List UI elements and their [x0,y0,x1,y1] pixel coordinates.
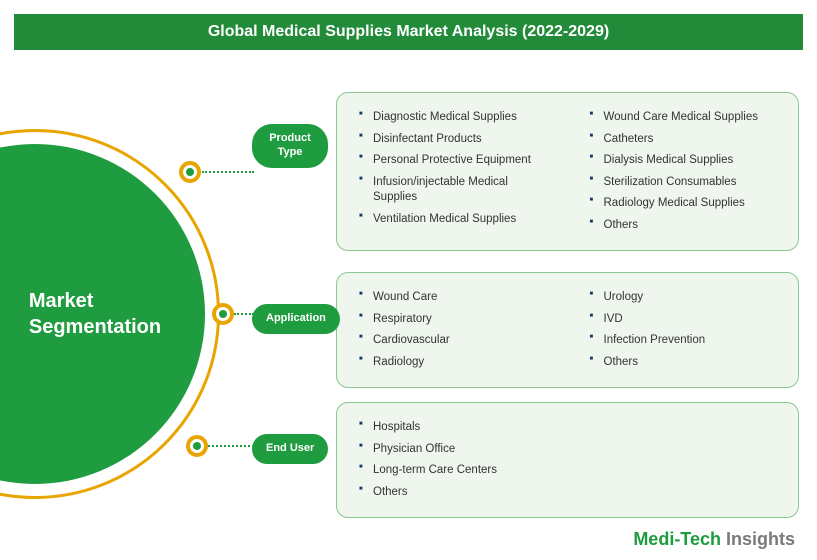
list-item: Infection Prevention [590,330,781,352]
list-item: IVD [590,309,781,331]
category-column: HospitalsPhysician OfficeLong-term Care … [359,417,780,503]
list-item: Others [590,215,781,237]
list-item: Long-term Care Centers [359,460,780,482]
connector-line [202,171,254,173]
connector-line [208,445,254,447]
list-item: Diagnostic Medical Supplies [359,107,550,129]
list-item: Cardiovascular [359,330,550,352]
header-title: Global Medical Supplies Market Analysis … [208,23,609,40]
page-header: Global Medical Supplies Market Analysis … [14,14,803,50]
category-pill: Application [252,304,340,334]
category-column: UrologyIVDInfection PreventionOthers [590,287,781,373]
list-item: Wound Care Medical Supplies [590,107,781,129]
list-item: Infusion/injectable Medical Supplies [359,172,550,209]
center-line2: Segmentation [29,316,161,338]
list-item: Physician Office [359,439,780,461]
connector-node [186,435,208,457]
footer-part-a: Medi-Tech [633,529,726,549]
list-item: Personal Protective Equipment [359,150,550,172]
footer-brand: Medi-Tech Insights [633,529,795,550]
center-line1: Market [29,290,93,312]
list-item: Sterilization Consumables [590,172,781,194]
connector-line [234,313,254,315]
list-item: Others [590,352,781,374]
list-item: Others [359,482,780,504]
list-item: Radiology Medical Supplies [590,193,781,215]
list-item: Ventilation Medical Supplies [359,209,550,231]
category-pill: ProductType [252,124,328,168]
list-item: Urology [590,287,781,309]
list-item: Dialysis Medical Supplies [590,150,781,172]
list-item: Wound Care [359,287,550,309]
footer-part-b: Insights [726,529,795,549]
list-item: Catheters [590,129,781,151]
center-label: Market Segmentation [29,288,161,340]
category-box: Wound CareRespiratoryCardiovascularRadio… [336,272,799,388]
category-box: Diagnostic Medical SuppliesDisinfectant … [336,92,799,251]
category-pill: End User [252,434,328,464]
list-item: Disinfectant Products [359,129,550,151]
category-box: HospitalsPhysician OfficeLong-term Care … [336,402,799,518]
list-item: Hospitals [359,417,780,439]
category-column: Wound CareRespiratoryCardiovascularRadio… [359,287,550,373]
category-column: Wound Care Medical SuppliesCathetersDial… [590,107,781,236]
list-item: Respiratory [359,309,550,331]
connector-node [212,303,234,325]
category-column: Diagnostic Medical SuppliesDisinfectant … [359,107,550,236]
list-item: Radiology [359,352,550,374]
connector-node [179,161,201,183]
